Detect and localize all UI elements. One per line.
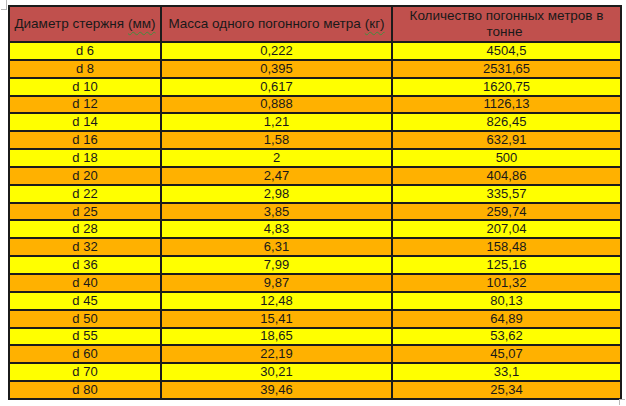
cell-diameter: d 45 bbox=[9, 292, 161, 310]
table-row: d 12 0,888 1126,13 bbox=[9, 96, 621, 114]
cell-meters-per-tonne: 101,32 bbox=[392, 274, 621, 292]
cell-mass: 3,85 bbox=[161, 203, 392, 221]
cell-diameter: d 16 bbox=[9, 131, 161, 149]
cell-meters-per-tonne: 64,89 bbox=[392, 310, 621, 328]
cell-mass: 1,21 bbox=[161, 113, 392, 131]
table-row: d 40 9,87 101,32 bbox=[9, 274, 621, 292]
cell-mass: 30,21 bbox=[161, 363, 392, 381]
cell-meters-per-tonne: 207,04 bbox=[392, 220, 621, 238]
cell-meters-per-tonne: 53,62 bbox=[392, 328, 621, 346]
cell-meters-per-tonne: 80,13 bbox=[392, 292, 621, 310]
table-row: d 28 4,83 207,04 bbox=[9, 220, 621, 238]
table-row: d 55 18,65 53,62 bbox=[9, 328, 621, 346]
cell-diameter: d 12 bbox=[9, 96, 161, 114]
cell-diameter: d 60 bbox=[9, 345, 161, 363]
table-row: d 50 15,41 64,89 bbox=[9, 310, 621, 328]
column-header-label: Количество погонных метров в тонне bbox=[410, 8, 604, 39]
cell-diameter: d 22 bbox=[9, 185, 161, 203]
document-page: Диаметр стержня (мм) Масса одного погонно… bbox=[0, 0, 626, 406]
cell-mass: 0,395 bbox=[161, 60, 392, 78]
cell-meters-per-tonne: 826,45 bbox=[392, 113, 621, 131]
cell-mass: 6,31 bbox=[161, 238, 392, 256]
cell-diameter: d 70 bbox=[9, 363, 161, 381]
cell-diameter: d 10 bbox=[9, 78, 161, 96]
table-row: d 22 2,98 335,57 bbox=[9, 185, 621, 203]
cell-diameter: d 40 bbox=[9, 274, 161, 292]
cell-meters-per-tonne: 25,34 bbox=[392, 381, 621, 399]
table-row: d 16 1,58 632,91 bbox=[9, 131, 621, 149]
table-row: d 10 0,617 1620,75 bbox=[9, 78, 621, 96]
table-body: d 6 0,222 4504,5 d 8 0,395 2531,65 d 10 … bbox=[9, 42, 621, 399]
spellcheck-flagged-text: (кг) bbox=[365, 16, 385, 31]
table-row: d 45 12,48 80,13 bbox=[9, 292, 621, 310]
cell-mass: 18,65 bbox=[161, 328, 392, 346]
cell-diameter: d 25 bbox=[9, 203, 161, 221]
cell-diameter: d 14 bbox=[9, 113, 161, 131]
table-resize-handle[interactable] bbox=[619, 399, 625, 405]
cell-mass: 2,47 bbox=[161, 167, 392, 185]
cell-mass: 2,98 bbox=[161, 185, 392, 203]
cell-meters-per-tonne: 1126,13 bbox=[392, 96, 621, 114]
col-header-mass: Масса одного погонного метра (кг) bbox=[161, 6, 392, 42]
table-row: d 18 2 500 bbox=[9, 149, 621, 167]
cell-mass: 12,48 bbox=[161, 292, 392, 310]
cell-mass: 22,19 bbox=[161, 345, 392, 363]
cell-diameter: d 50 bbox=[9, 310, 161, 328]
cell-diameter: d 32 bbox=[9, 238, 161, 256]
cell-mass: 7,99 bbox=[161, 256, 392, 274]
cell-meters-per-tonne: 2531,65 bbox=[392, 60, 621, 78]
cell-mass: 2 bbox=[161, 149, 392, 167]
col-header-meters-per-tonne: Количество погонных метров в тонне bbox=[392, 6, 621, 42]
cell-mass: 0,222 bbox=[161, 42, 392, 60]
table-row: d 6 0,222 4504,5 bbox=[9, 42, 621, 60]
column-header-label: Масса одного погонного метра bbox=[168, 16, 360, 31]
cell-diameter: d 20 bbox=[9, 167, 161, 185]
cell-meters-per-tonne: 335,57 bbox=[392, 185, 621, 203]
cell-meters-per-tonne: 1620,75 bbox=[392, 78, 621, 96]
cell-meters-per-tonne: 45,07 bbox=[392, 345, 621, 363]
table-move-handle[interactable] bbox=[1, 0, 7, 10]
table-row: d 25 3,85 259,74 bbox=[9, 203, 621, 221]
cell-diameter: d 55 bbox=[9, 328, 161, 346]
table-row: d 32 6,31 158,48 bbox=[9, 238, 621, 256]
header-row: Диаметр стержня (мм) Масса одного погонно… bbox=[9, 6, 621, 42]
cell-meters-per-tonne: 404,86 bbox=[392, 167, 621, 185]
cell-meters-per-tonne: 158,48 bbox=[392, 238, 621, 256]
cell-mass: 39,46 bbox=[161, 381, 392, 399]
cell-mass: 4,83 bbox=[161, 220, 392, 238]
cell-diameter: d 36 bbox=[9, 256, 161, 274]
cell-diameter: d 8 bbox=[9, 60, 161, 78]
table-row: d 36 7,99 125,16 bbox=[9, 256, 621, 274]
table-row: d 70 30,21 33,1 bbox=[9, 363, 621, 381]
table-row: d 20 2,47 404,86 bbox=[9, 167, 621, 185]
cell-mass: 0,888 bbox=[161, 96, 392, 114]
rebar-weight-table: Диаметр стержня (мм) Масса одного погонно… bbox=[8, 5, 622, 400]
spellcheck-flagged-text: (мм) bbox=[128, 16, 156, 31]
cell-meters-per-tonne: 259,74 bbox=[392, 203, 621, 221]
cell-diameter: d 80 bbox=[9, 381, 161, 399]
table-row: d 14 1,21 826,45 bbox=[9, 113, 621, 131]
cell-diameter: d 18 bbox=[9, 149, 161, 167]
cell-diameter: d 6 bbox=[9, 42, 161, 60]
cell-diameter: d 28 bbox=[9, 220, 161, 238]
cell-mass: 0,617 bbox=[161, 78, 392, 96]
table-row: d 60 22,19 45,07 bbox=[9, 345, 621, 363]
cell-meters-per-tonne: 4504,5 bbox=[392, 42, 621, 60]
table-row: d 8 0,395 2531,65 bbox=[9, 60, 621, 78]
column-header-label: Диаметр стержня bbox=[14, 16, 124, 31]
cell-meters-per-tonne: 125,16 bbox=[392, 256, 621, 274]
table-row: d 80 39,46 25,34 bbox=[9, 381, 621, 399]
cell-mass: 1,58 bbox=[161, 131, 392, 149]
col-header-diameter: Диаметр стержня (мм) bbox=[9, 6, 161, 42]
cell-mass: 9,87 bbox=[161, 274, 392, 292]
cell-mass: 15,41 bbox=[161, 310, 392, 328]
cell-meters-per-tonne: 632,91 bbox=[392, 131, 621, 149]
cell-meters-per-tonne: 500 bbox=[392, 149, 621, 167]
table-header: Диаметр стержня (мм) Масса одного погонно… bbox=[9, 6, 621, 42]
cell-meters-per-tonne: 33,1 bbox=[392, 363, 621, 381]
